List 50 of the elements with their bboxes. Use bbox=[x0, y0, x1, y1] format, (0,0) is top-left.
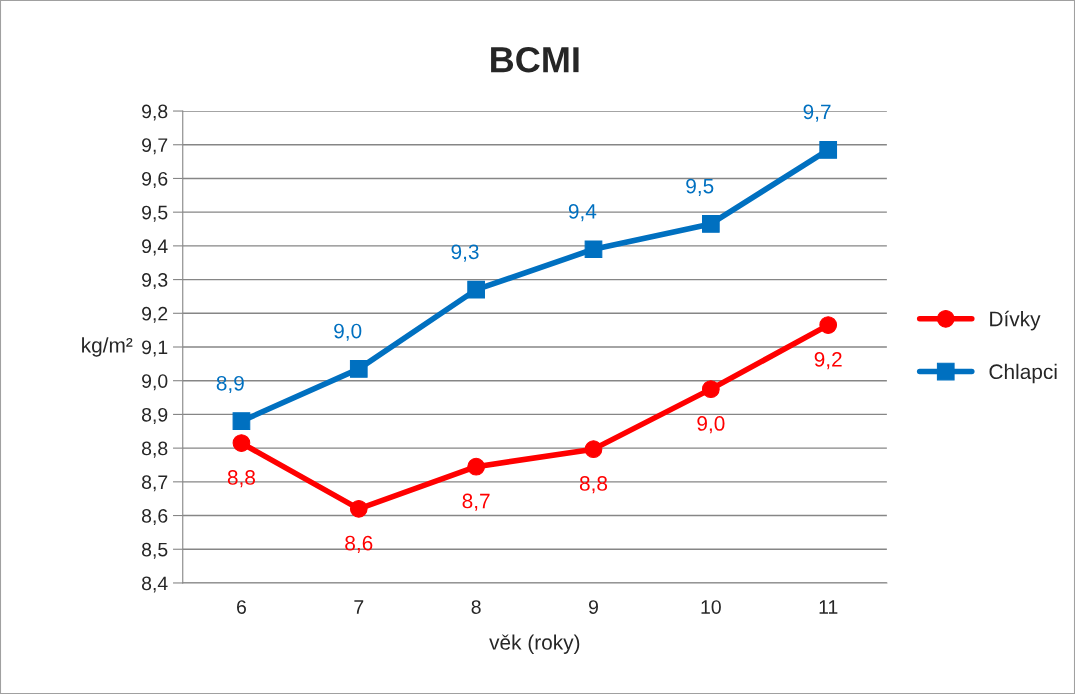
data-label: 8,9 bbox=[216, 375, 244, 394]
data-label: 9,0 bbox=[697, 416, 725, 434]
data-label: 9,2 bbox=[814, 352, 842, 370]
data-label: 8,6 bbox=[345, 535, 373, 553]
y-tick-label: 9,2 bbox=[142, 306, 168, 323]
point bbox=[819, 140, 838, 159]
x-tick-label: 6 bbox=[237, 600, 246, 614]
x-axis-title: věk (roky) bbox=[489, 634, 580, 654]
point bbox=[819, 316, 838, 334]
x-tick-label: 8 bbox=[471, 600, 481, 614]
y-tick-label: 9,7 bbox=[142, 138, 168, 155]
y-tick-label: 8,4 bbox=[141, 576, 168, 593]
data-label: 9,7 bbox=[803, 104, 831, 122]
point bbox=[349, 360, 368, 378]
y-tick-label: 9,8 bbox=[142, 104, 168, 121]
y-tick-label: 8,8 bbox=[141, 441, 168, 458]
data-label: 9,0 bbox=[334, 323, 362, 341]
data-label: 9,4 bbox=[568, 203, 597, 222]
data-label: 8,8 bbox=[579, 476, 608, 494]
y-tick-label: 8,7 bbox=[141, 475, 168, 492]
y-tick-label: 8,9 bbox=[141, 407, 168, 424]
x-tick-label: 10 bbox=[701, 600, 721, 614]
point bbox=[467, 280, 485, 299]
y-tick-label: 9,0 bbox=[142, 374, 168, 391]
data-label: 8,8 bbox=[227, 470, 255, 488]
chart-title: BCMI bbox=[491, 46, 579, 73]
data-label: 8,7 bbox=[462, 493, 490, 511]
point bbox=[701, 380, 720, 398]
y-tick-label: 8,5 bbox=[141, 542, 168, 559]
x-tick-label: 7 bbox=[354, 600, 364, 614]
y-tick-label: 9,6 bbox=[142, 171, 168, 188]
point bbox=[467, 457, 485, 476]
point bbox=[584, 240, 603, 259]
point bbox=[349, 499, 368, 518]
point bbox=[232, 412, 251, 431]
data-label: 9,3 bbox=[451, 244, 479, 262]
point bbox=[701, 215, 720, 233]
y-tick-label: 9,5 bbox=[142, 205, 168, 222]
y-tick-label: 8,6 bbox=[141, 509, 168, 526]
y-tick-label: 9,1 bbox=[142, 340, 168, 357]
y-tick-label: 9,4 bbox=[142, 239, 168, 256]
x-tick-label: 11 bbox=[819, 600, 838, 614]
legend-label: Chlapci bbox=[989, 363, 1057, 384]
data-label: 9,5 bbox=[686, 178, 714, 196]
point bbox=[584, 440, 603, 458]
y-axis-title: kg/m² bbox=[82, 337, 133, 357]
point bbox=[232, 434, 251, 452]
y-tick-label: 9,3 bbox=[142, 273, 168, 290]
legend-label: Dívky bbox=[990, 310, 1041, 331]
x-tick-label: 9 bbox=[588, 600, 598, 614]
